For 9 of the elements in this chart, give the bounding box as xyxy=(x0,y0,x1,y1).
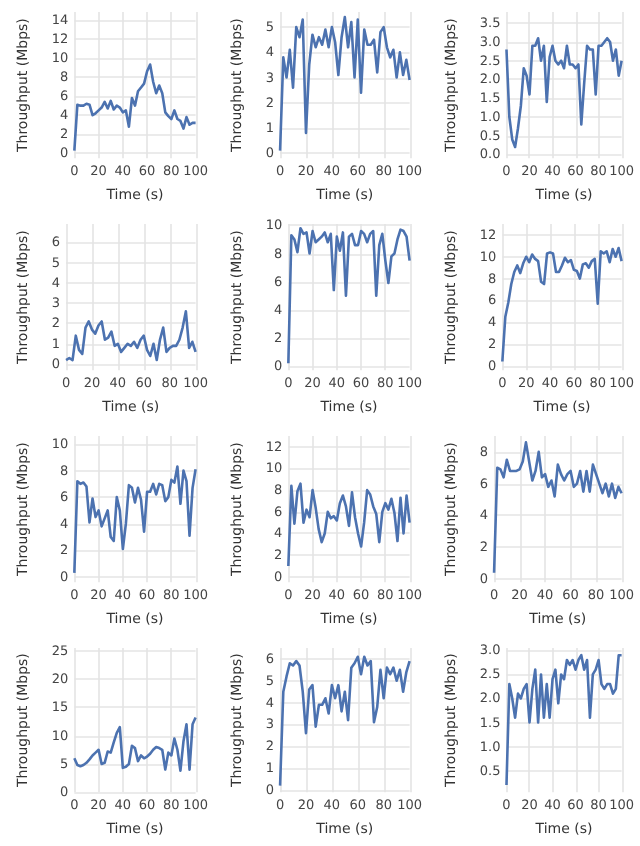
line-series xyxy=(73,716,197,773)
line-series xyxy=(278,15,411,152)
line-series xyxy=(505,653,623,787)
line-series xyxy=(501,246,623,363)
line-series xyxy=(278,655,411,787)
line-series xyxy=(287,226,411,365)
line-series xyxy=(505,36,623,149)
line-series xyxy=(492,441,623,574)
line-series xyxy=(287,482,411,568)
